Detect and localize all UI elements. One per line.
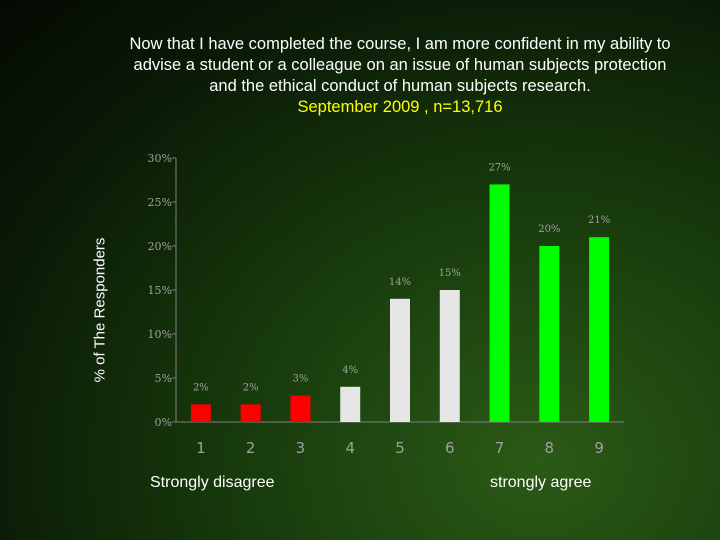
bar	[290, 396, 310, 422]
bar-data-label: 2%	[193, 382, 209, 393]
y-tick-label: 10%	[148, 328, 172, 341]
y-tick-label: 5%	[155, 372, 172, 385]
scale-high-label: strongly agree	[490, 474, 591, 492]
bar	[340, 387, 360, 422]
bar-data-label: 4%	[342, 365, 358, 376]
y-tick-label: 15%	[148, 284, 172, 297]
bar	[589, 237, 609, 422]
bar-data-label: 20%	[538, 224, 560, 235]
x-tick-label: 8	[545, 439, 555, 457]
bar-data-label: 27%	[488, 162, 510, 173]
x-tick-label: 7	[495, 439, 505, 457]
bar-data-label: 15%	[439, 268, 461, 279]
y-tick-label: 0%	[155, 416, 172, 429]
bar	[241, 404, 261, 422]
bar	[490, 184, 510, 422]
bar	[390, 299, 410, 422]
x-tick-label: 4	[345, 439, 355, 457]
bar	[440, 290, 460, 422]
bar-data-label: 2%	[243, 382, 259, 393]
bar-data-label: 14%	[389, 277, 411, 288]
x-tick-label: 3	[296, 439, 306, 457]
y-tick-label: 30%	[148, 152, 172, 165]
x-tick-label: 6	[445, 439, 455, 457]
bar-data-label: 3%	[293, 374, 309, 385]
x-tick-label: 5	[395, 439, 405, 457]
y-tick-label: 20%	[148, 240, 172, 253]
scale-low-label: Strongly disagree	[150, 474, 275, 492]
x-tick-label: 1	[196, 439, 206, 457]
x-tick-label: 2	[246, 439, 256, 457]
bar-data-label: 21%	[588, 215, 610, 226]
x-tick-label: 9	[594, 439, 604, 457]
bar	[539, 246, 559, 422]
bar	[191, 404, 211, 422]
y-tick-label: 25%	[148, 196, 172, 209]
